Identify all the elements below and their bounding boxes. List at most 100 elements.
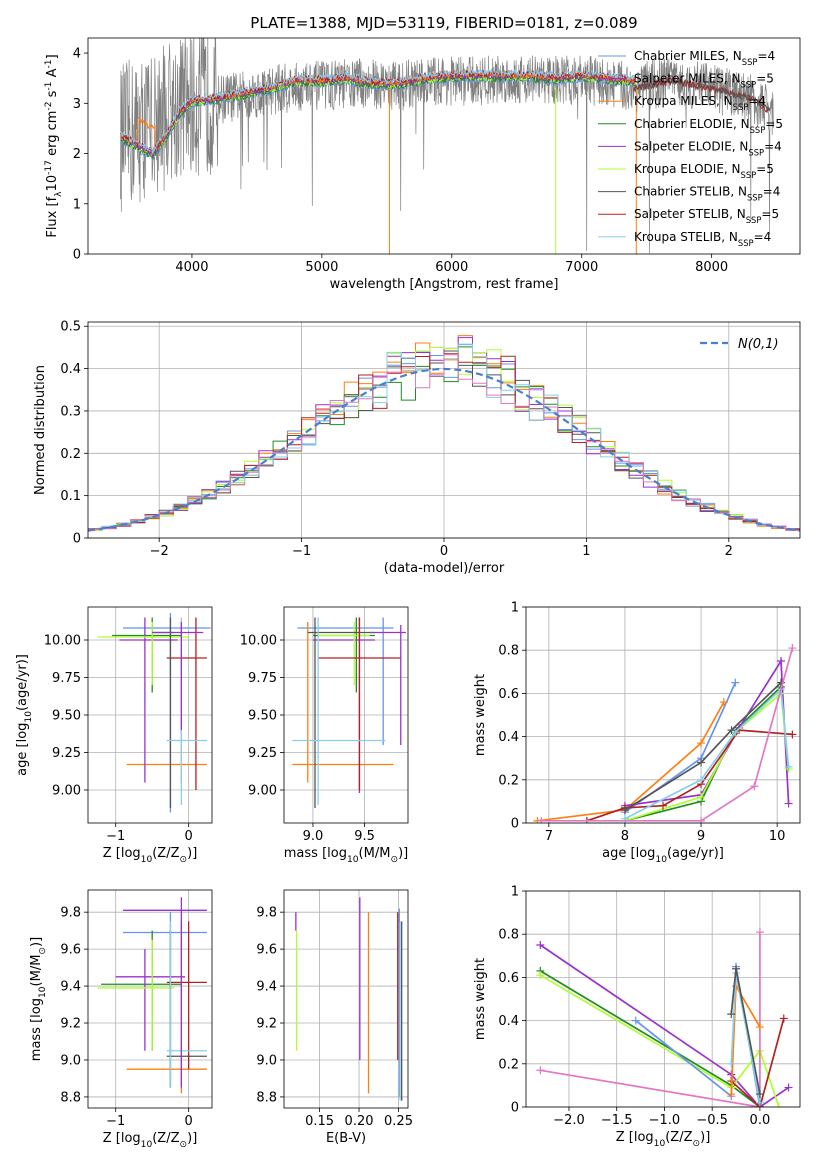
histogram-ce <box>88 346 800 530</box>
y-tick-label: 9.8 <box>60 906 81 921</box>
x-axis-label: (data-model)/error <box>384 561 505 576</box>
y-tick-label: 0 <box>511 1101 519 1116</box>
legend-label-km: Kroupa MILES, NSSP=4 <box>634 94 766 112</box>
x-tick-label: 5000 <box>305 260 338 275</box>
marker-ks <box>727 1059 736 1068</box>
mass-weight-line-pink <box>540 932 761 1107</box>
spectrum-axes: 4000 5000 6000 7000 8000 0 1 2 3 4 wavelength [Ang… <box>44 37 801 292</box>
mass-weight-line-cs <box>624 681 782 811</box>
y-tick-label: 0.4 <box>498 730 519 745</box>
mass-weight-line-sm <box>539 944 789 1107</box>
marker-ks <box>784 762 793 771</box>
y-tick-label: 4 <box>73 47 81 62</box>
mass-weight-line-ss <box>586 729 793 822</box>
y-tick-label: 9.25 <box>52 746 81 761</box>
mass-vs-ebv-axes: 0.15 0.20 0.25 8.8 9.0 9.2 9.4 9.6 9.8 E(B-V) <box>256 889 413 1146</box>
x-tick-label: 8000 <box>695 260 728 275</box>
y-tick-label: 10.00 <box>240 634 277 649</box>
x-tick-label: 0.25 <box>384 1114 413 1129</box>
marker-pink <box>697 816 706 823</box>
y-axis-label: mass weight <box>473 674 488 756</box>
normal-curve <box>88 367 800 532</box>
mass-weight-vs-age-plot-area <box>533 644 797 823</box>
mass-weight-vs-Z-axes: −2.0 −1.5 −1.0 −0.5 0.0 0 0.2 0.4 0.6 0.8 1 Z [log1… <box>473 885 801 1149</box>
y-tick-label: 0.6 <box>498 687 519 702</box>
marker-pink <box>755 928 764 937</box>
chart-title: PLATE=1388, MJD=53119, FIBERID=0181, z=0… <box>250 14 637 32</box>
mass-vs-Z-axes: −1 0 8.8 9.0 9.2 9.4 9.6 9.8 Z [log10(Z/Z⊙)] mass… <box>29 889 213 1150</box>
marker-km <box>697 739 706 748</box>
y-tick-label: 9.0 <box>256 1053 277 1068</box>
model-spectrum-ce <box>120 74 637 161</box>
y-tick-label: 9.6 <box>60 943 81 958</box>
mass-weight-line-ke <box>539 974 780 1107</box>
y-tick-label: 8.8 <box>60 1090 81 1105</box>
y-tick-label: 3 <box>73 97 81 112</box>
x-tick-label: −2.0 <box>553 1113 585 1128</box>
marker-ke <box>536 971 545 980</box>
axes-frame <box>525 890 801 1108</box>
residuals-axes: −2 −1 0 1 2 0 0.1 0.2 0.3 0.4 0.5 (data-model)/erro… <box>33 320 801 576</box>
x-tick-label: 6000 <box>435 260 468 275</box>
marker-cs <box>620 806 629 815</box>
legend-label-sm: Salpeter MILES, NSSP=5 <box>634 72 774 90</box>
axes-frame <box>283 606 409 824</box>
y-tick-label: 9.50 <box>52 709 81 724</box>
x-axis-label: Z [log10(Z/Z⊙)] <box>616 1130 711 1149</box>
y-axis-label: Normed distribution <box>33 365 48 495</box>
x-tick-label: 0.20 <box>345 1114 374 1129</box>
histogram-pink <box>88 354 800 531</box>
y-tick-label: 0.4 <box>60 362 81 377</box>
x-tick-label: 0.0 <box>750 1113 771 1128</box>
marker-pink <box>788 644 797 653</box>
legend-label-cm: Chabrier MILES, NSSP=4 <box>634 49 775 67</box>
mass-vs-Z-plot-area <box>97 897 207 1094</box>
marker-ss <box>788 730 797 739</box>
marker-ke <box>774 1103 783 1107</box>
y-tick-label: 9.2 <box>60 1017 81 1032</box>
x-axis-label: E(B-V) <box>326 1131 366 1146</box>
marker-km <box>727 1090 736 1099</box>
legend-label-normal: N(0,1) <box>738 337 779 352</box>
y-tick-label: 1 <box>73 197 81 212</box>
axes-frame <box>87 37 801 255</box>
x-axis-label: age [log10(age/yr)] <box>602 846 724 865</box>
x-axis-label: wavelength [Angstrom, rest frame] <box>330 277 559 292</box>
y-tick-label: 9.2 <box>256 1017 277 1032</box>
x-tick-label: 9 <box>697 829 705 844</box>
y-tick-label: 0.2 <box>498 1057 519 1072</box>
x-tick-label: −1 <box>106 829 125 844</box>
x-tick-label: −2 <box>150 544 169 559</box>
y-tick-label: 8.8 <box>256 1090 277 1105</box>
x-tick-label: 9.0 <box>303 829 324 844</box>
spectrum-plot-area <box>120 38 775 254</box>
axes-frame <box>87 606 213 824</box>
marker-cs <box>697 758 706 767</box>
mass-weight-vs-age-axes: 7 8 9 10 0 0.2 0.4 0.6 0.8 1 age [log10(age/yr)] ma… <box>473 601 801 865</box>
marker-pink <box>750 782 759 791</box>
y-tick-label: 0.6 <box>498 971 519 986</box>
y-tick-label: 0.3 <box>60 404 81 419</box>
y-tick-label: 9.00 <box>248 784 277 799</box>
x-axis-label: mass [log10(M/M⊙)] <box>284 846 408 865</box>
mass-weight-line-cm <box>624 682 737 813</box>
marker-pink <box>537 816 546 823</box>
histogram-ke <box>88 347 800 531</box>
x-tick-label: 9.5 <box>354 829 375 844</box>
x-tick-label: 0 <box>440 544 448 559</box>
y-tick-label: 9.4 <box>60 980 81 995</box>
y-tick-label: 2 <box>73 147 81 162</box>
x-tick-label: −0.5 <box>696 1113 728 1128</box>
x-tick-label: 0 <box>185 829 193 844</box>
y-tick-label: 9.4 <box>256 980 277 995</box>
marker-cs <box>732 964 741 973</box>
y-tick-label: 9.50 <box>248 709 277 724</box>
residuals-plot-area <box>88 335 800 532</box>
legend-label-ss: Salpeter STELIB, NSSP=5 <box>634 207 779 225</box>
marker-ks <box>697 775 706 784</box>
x-axis-label: Z [log10(Z/Z⊙)] <box>103 1131 198 1150</box>
y-tick-label: 0.5 <box>60 320 81 335</box>
x-axis-label: Z [log10(Z/Z⊙)] <box>103 846 198 865</box>
age-vs-mass-axes: 9.0 9.5 9.00 9.25 9.50 9.75 10.00 mass [log10(M… <box>240 606 409 865</box>
y-tick-label: 10.00 <box>44 634 81 649</box>
